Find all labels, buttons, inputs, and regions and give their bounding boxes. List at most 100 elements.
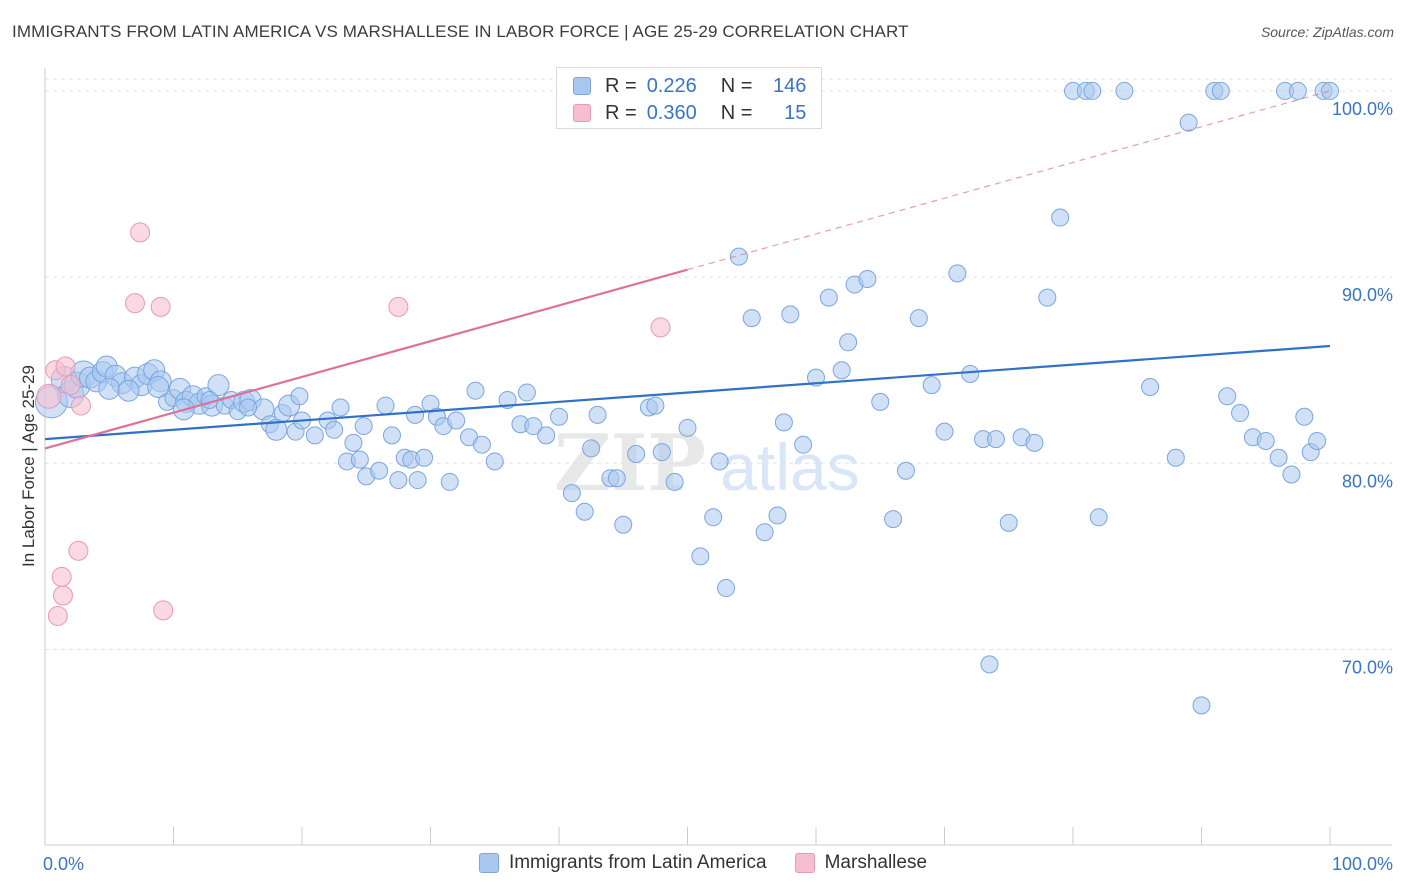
y-tick-label: 100.0% — [1332, 99, 1393, 119]
data-point-immigrants — [1083, 81, 1102, 100]
data-point-immigrants — [819, 288, 838, 307]
data-point-immigrants — [1051, 208, 1070, 227]
data-point-marshallese — [124, 293, 145, 314]
data-point-immigrants — [691, 547, 710, 566]
data-point-immigrants — [305, 426, 324, 445]
data-point-immigrants — [550, 407, 568, 426]
legend-swatch-marshallese — [573, 104, 591, 122]
data-point-immigrants — [1295, 407, 1314, 426]
legend-n-label: N = — [720, 74, 753, 97]
legend-r-label: R = — [605, 101, 637, 124]
data-point-marshallese — [650, 317, 671, 338]
data-point-marshallese — [36, 383, 62, 409]
data-point-immigrants — [517, 383, 536, 402]
trend-lines — [44, 90, 1331, 450]
data-point-marshallese — [55, 356, 76, 377]
data-point-marshallese — [60, 375, 81, 396]
data-point-immigrants — [440, 472, 459, 491]
data-point-immigrants — [415, 448, 434, 467]
x-tick-labels: 0.0% 100.0% — [43, 854, 1393, 874]
data-point-immigrants — [290, 387, 309, 406]
data-point-immigrants — [794, 435, 813, 454]
data-point-immigrants — [909, 309, 928, 328]
y-axis-label: In Labor Force | Age 25-29 — [19, 365, 38, 567]
data-point-immigrants — [646, 396, 665, 415]
y-tick-labels: 70.0% 80.0% 90.0% 100.0% — [1332, 99, 1393, 678]
data-point-immigrants — [98, 377, 121, 400]
data-point-marshallese — [52, 585, 73, 606]
data-point-immigrants — [986, 430, 1005, 449]
watermark-atlas: atlas — [720, 430, 859, 504]
data-point-marshallese — [47, 605, 68, 626]
data-point-immigrants — [1308, 431, 1327, 450]
data-point-immigrants — [768, 506, 787, 525]
data-point-immigrants — [922, 376, 941, 395]
legend-n-value: 15 — [784, 101, 807, 124]
data-point-immigrants — [665, 472, 684, 491]
data-point-immigrants — [376, 396, 395, 415]
y-tick-label: 80.0% — [1342, 471, 1393, 491]
legend-label-marshallese: Marshallese — [824, 852, 928, 873]
data-point-immigrants — [331, 398, 350, 417]
data-point-immigrants — [1025, 433, 1044, 452]
data-point-immigrants — [652, 443, 671, 462]
data-point-immigrants — [858, 269, 877, 288]
data-point-immigrants — [447, 411, 466, 430]
data-point-immigrants — [350, 450, 369, 469]
correlation-legend: R = 0.226 N = 146 R = 0.360 N = 15 — [556, 67, 822, 129]
data-point-immigrants — [1179, 113, 1198, 132]
legend-r-value: 0.360 — [646, 101, 697, 124]
data-point-immigrants — [614, 515, 633, 534]
legend-item-immigrants: Immigrants from Latin America — [478, 852, 767, 874]
data-point-immigrants — [627, 445, 646, 463]
data-point-immigrants — [704, 508, 723, 527]
data-point-marshallese — [51, 566, 72, 587]
legend-label-immigrants: Immigrants from Latin America — [508, 852, 767, 873]
data-point-marshallese — [130, 222, 151, 243]
trend-line-marshallese-extrapolated — [687, 90, 1331, 271]
data-point-immigrants — [884, 510, 903, 529]
series-immigrants-points — [34, 81, 1339, 715]
data-point-immigrants — [472, 435, 491, 454]
legend-swatch-immigrants — [573, 77, 591, 95]
data-point-immigrants — [980, 655, 999, 674]
data-point-immigrants — [839, 333, 858, 352]
data-point-immigrants — [678, 418, 697, 437]
legend-item-marshallese: Marshallese — [794, 852, 928, 874]
data-point-immigrants — [999, 513, 1018, 532]
data-point-immigrants — [575, 502, 594, 521]
data-point-immigrants — [1211, 81, 1230, 100]
data-point-immigrants — [781, 305, 800, 324]
data-point-immigrants — [147, 375, 170, 398]
trend-line-immigrants — [44, 344, 1331, 441]
data-point-immigrants — [582, 439, 601, 458]
data-point-immigrants — [382, 426, 401, 445]
data-point-immigrants — [710, 452, 729, 471]
data-point-immigrants — [537, 426, 556, 445]
data-point-immigrants — [408, 471, 427, 490]
data-point-immigrants — [588, 405, 607, 424]
data-point-immigrants — [1288, 81, 1307, 100]
legend-n-value: 146 — [773, 74, 807, 97]
legend-row-immigrants: R = 0.226 N = 146 — [573, 74, 806, 98]
data-point-immigrants — [1192, 696, 1211, 715]
data-point-immigrants — [524, 417, 543, 436]
data-point-immigrants — [370, 461, 389, 480]
data-point-immigrants — [325, 420, 344, 439]
chart-title: IMMIGRANTS FROM LATIN AMERICA VS MARSHAL… — [12, 22, 909, 41]
data-point-immigrants — [1269, 448, 1288, 467]
data-point-marshallese — [68, 540, 89, 561]
series-marshallese-points — [36, 222, 671, 626]
y-tick-label: 90.0% — [1342, 285, 1393, 305]
data-point-immigrants — [1218, 387, 1237, 406]
data-point-immigrants — [485, 452, 504, 471]
x-tick-label: 0.0% — [43, 854, 84, 874]
data-point-immigrants — [1282, 465, 1301, 484]
data-point-immigrants — [1089, 508, 1108, 527]
data-point-immigrants — [389, 471, 408, 490]
data-point-immigrants — [1038, 288, 1057, 307]
legend-swatch-marshallese — [794, 853, 815, 873]
gridlines — [45, 78, 1392, 650]
x-tick-label: 100.0% — [1332, 854, 1393, 874]
